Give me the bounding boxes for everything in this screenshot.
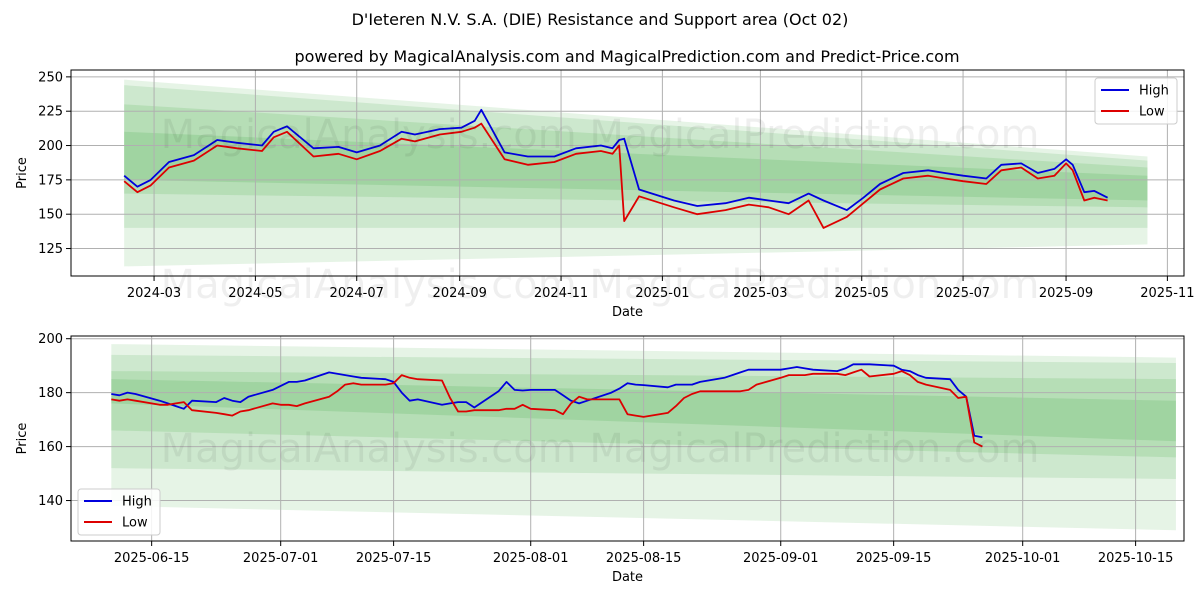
legend-label-low: Low bbox=[122, 516, 148, 531]
x-tick-label: 2025-07 bbox=[936, 286, 990, 301]
y-tick-label: 200 bbox=[38, 332, 63, 347]
x-tick-label: 2025-09-01 bbox=[743, 551, 819, 566]
chart-subtitle: powered by MagicalAnalysis.com and Magic… bbox=[294, 47, 959, 66]
legend-label-high: High bbox=[1139, 84, 1169, 99]
x-axis-label: Date bbox=[612, 305, 643, 320]
support-resistance-bands bbox=[124, 79, 1148, 267]
bottom-chart-panel: 2025-06-15 2025-07-01 2025-07-15 2025-08-01… bbox=[15, 332, 1185, 585]
y-tick-label: 160 bbox=[38, 440, 63, 455]
series-line-low bbox=[111, 368, 983, 448]
x-tick-label: 2025-11 bbox=[1140, 286, 1194, 301]
legend: High Low bbox=[1094, 77, 1178, 125]
x-tick-label: 2025-01 bbox=[635, 286, 689, 301]
x-tick-label: 2024-07 bbox=[330, 286, 384, 301]
plot-frame bbox=[70, 335, 1185, 542]
y-tick-label: 140 bbox=[38, 494, 63, 509]
legend-label-low: Low bbox=[1139, 105, 1165, 120]
x-tick-label: 2025-10-15 bbox=[1098, 551, 1174, 566]
watermark-text: MagicalAnalysis.com MagicalPrediction.co… bbox=[161, 112, 1040, 158]
y-axis-label: Price bbox=[15, 423, 30, 455]
band-0 bbox=[124, 79, 1148, 267]
band-2 bbox=[124, 104, 1148, 208]
x-tick-label: 2024-03 bbox=[127, 286, 181, 301]
series-line-high bbox=[123, 108, 1109, 212]
y-tick-label: 225 bbox=[38, 105, 63, 120]
chart-title: D'Ieteren N.V. S.A. (DIE) Resistance and… bbox=[352, 10, 849, 29]
x-axis-label: Date bbox=[612, 570, 643, 585]
x-tick-label: 2024-09 bbox=[433, 286, 487, 301]
y-tick-label: 125 bbox=[38, 242, 63, 257]
x-tick-label: 2025-06-15 bbox=[114, 551, 190, 566]
x-tick-label: 2025-07-01 bbox=[243, 551, 319, 566]
x-tick-label: 2024-11 bbox=[534, 286, 588, 301]
legend-label-high: High bbox=[122, 495, 152, 510]
x-tick-label: 2024-05 bbox=[228, 286, 282, 301]
x-tick-label: 2025-09 bbox=[1039, 286, 1093, 301]
x-tick-label: 2025-05 bbox=[835, 286, 889, 301]
x-tick-label: 2025-07-15 bbox=[356, 551, 432, 566]
y-tick-label: 175 bbox=[38, 173, 63, 188]
band-1 bbox=[124, 85, 1148, 228]
series-line-low bbox=[123, 122, 1108, 229]
plot-frame bbox=[70, 69, 1185, 277]
watermark-text: MagicalAnalysis.com MagicalPrediction.co… bbox=[161, 262, 1040, 308]
x-tick-label: 2025-03 bbox=[733, 286, 787, 301]
x-tick-label: 2025-08-01 bbox=[493, 551, 569, 566]
watermark-text: MagicalAnalysis.com MagicalPrediction.co… bbox=[161, 426, 1040, 472]
top-chart-panel: 2024-03 2024-05 2024-07 2024-09 2024-11 2025-… bbox=[15, 69, 1195, 320]
y-tick-label: 180 bbox=[38, 386, 63, 401]
series-line-high bbox=[111, 363, 983, 439]
x-tick-label: 2025-08-15 bbox=[606, 551, 682, 566]
x-tick-label: 2025-10-01 bbox=[985, 551, 1061, 566]
y-tick-label: 200 bbox=[38, 139, 63, 154]
y-tick-label: 250 bbox=[38, 70, 63, 85]
y-tick-label: 150 bbox=[38, 208, 63, 223]
x-tick-label: 2025-09-15 bbox=[856, 551, 932, 566]
legend: High Low bbox=[77, 488, 161, 536]
y-axis-label: Price bbox=[15, 157, 30, 189]
